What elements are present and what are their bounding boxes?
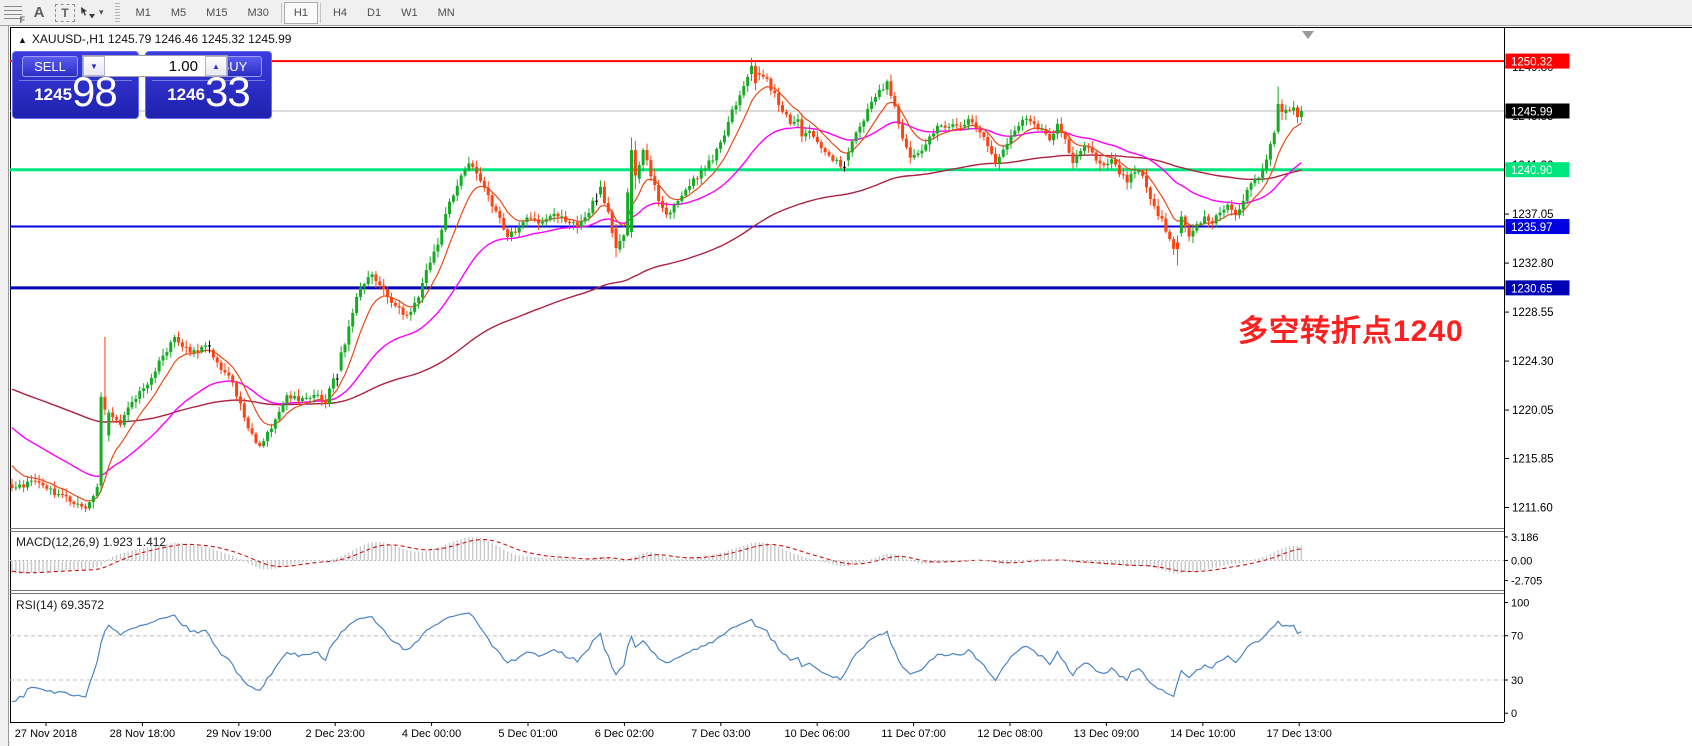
fibonacci-f-glyph: F xyxy=(19,14,26,25)
toolbar-grip[interactable] xyxy=(114,2,120,23)
price-badge xyxy=(1505,53,1570,69)
fibonacci-lines-glyph xyxy=(4,5,22,20)
chart-title: ▲ XAUUSD-,H1 1245.79 1246.46 1245.32 1245… xyxy=(18,32,291,46)
time-tick-label: 29 Nov 19:00 xyxy=(206,728,271,740)
time-tick-label: 7 Dec 03:00 xyxy=(691,728,750,740)
macd-tick-label: 3.186 xyxy=(1511,532,1539,544)
one-click-trade-panel: SELL 124598 BUY 124633 ▼ 1.00 ▲ xyxy=(12,51,272,119)
toolbar-separator xyxy=(280,2,282,23)
time-tick-label: 28 Nov 18:00 xyxy=(110,728,175,740)
price-tick-label: 1232.80 xyxy=(1512,258,1554,270)
time-tick-label: 10 Dec 06:00 xyxy=(784,728,849,740)
sell-price-small: 1245 xyxy=(34,85,73,104)
rsi-tick-label: 0 xyxy=(1511,708,1517,720)
chart-annotation-text[interactable]: 多空转折点1240 xyxy=(1238,315,1464,348)
fibonacci-retracement-icon[interactable]: F xyxy=(1,2,26,25)
left-window-strip xyxy=(0,26,9,746)
sell-panel-divider xyxy=(19,80,132,81)
price-badge xyxy=(1505,219,1570,235)
time-tick-label: 14 Dec 10:00 xyxy=(1170,728,1235,740)
buy-panel-divider xyxy=(152,80,265,81)
time-tick-label: 2 Dec 23:00 xyxy=(306,728,365,740)
timeframe-button-w1[interactable]: W1 xyxy=(401,6,418,19)
volume-input[interactable]: 1.00 xyxy=(168,57,198,75)
price-badge-label: 1240.90 xyxy=(1511,165,1553,177)
timeframe-button-m1[interactable]: M1 xyxy=(135,6,151,19)
timeframe-button-h1[interactable]: H1 xyxy=(283,1,318,24)
rsi-tick-label: 100 xyxy=(1511,598,1529,610)
dropdown-caret-icon[interactable]: ▾ xyxy=(99,7,104,17)
rsi-pane xyxy=(10,612,1504,703)
timeframe-button-d1[interactable]: D1 xyxy=(367,6,382,19)
candlestick-series xyxy=(10,57,1303,513)
macd-label: MACD(12,26,9) 1.923 1.412 xyxy=(16,535,167,549)
collapse-arrow-icon[interactable]: ▲ xyxy=(18,35,27,45)
price-badge xyxy=(1505,280,1570,296)
chart-shift-marker-icon[interactable] xyxy=(1302,31,1314,39)
buy-price-small: 1246 xyxy=(167,85,206,104)
rsi-tick-label: 70 xyxy=(1511,631,1523,643)
time-tick-label: 12 Dec 08:00 xyxy=(977,728,1042,740)
chart-title-text: XAUUSD-,H1 1245.79 1246.46 1245.32 1245.… xyxy=(31,32,292,46)
sell-button[interactable]: SELL xyxy=(22,56,78,77)
price-tick-label: 1215.85 xyxy=(1512,454,1554,466)
volume-spinner: ▼ 1.00 ▲ xyxy=(82,55,228,77)
text-box-icon[interactable]: T xyxy=(53,2,77,24)
price-badge-label: 1235.97 xyxy=(1511,222,1553,234)
text-label-icon[interactable]: A xyxy=(33,4,45,21)
toolbar: F A T ▾ M1 M5 M15 M30 H1 H4 D1 W1 MN xyxy=(0,0,1692,26)
rsi-label: RSI(14) 69.3572 xyxy=(16,598,105,612)
price-badge-label: 1230.65 xyxy=(1511,283,1553,295)
timeframe-button-m30[interactable]: M30 xyxy=(247,6,269,19)
timeframe-buttons: M1 M5 M15 M30 H1 H4 D1 W1 MN xyxy=(126,1,465,24)
volume-decrease-button[interactable]: ▼ xyxy=(83,56,105,76)
price-badge xyxy=(1505,103,1570,119)
time-tick-label: 6 Dec 02:00 xyxy=(595,728,654,740)
price-tick-label: 1220.05 xyxy=(1512,405,1554,417)
time-tick-label: 17 Dec 13:00 xyxy=(1266,728,1331,740)
rsi-tick-label: 30 xyxy=(1511,675,1523,687)
time-tick-label: 11 Dec 07:00 xyxy=(881,728,946,740)
price-badge xyxy=(1505,162,1570,178)
macd-tick-label: -2.705 xyxy=(1511,575,1542,587)
arrows-tool-icon[interactable]: ▾ xyxy=(79,2,104,24)
macd-pane xyxy=(11,537,1303,574)
moving-average-line xyxy=(11,85,1302,502)
volume-increase-button[interactable]: ▲ xyxy=(205,56,227,76)
timeframe-button-m15[interactable]: M15 xyxy=(206,6,228,19)
price-tick-label: 1224.30 xyxy=(1512,356,1554,368)
arrows-glyph xyxy=(81,6,95,18)
time-tick-label: 5 Dec 01:00 xyxy=(498,728,557,740)
timeframe-button-mn[interactable]: MN xyxy=(437,6,455,19)
chart-background xyxy=(10,26,1692,746)
price-tick-label: 1237.05 xyxy=(1512,209,1554,221)
timeframe-button-h4[interactable]: H4 xyxy=(332,6,348,19)
toolbar-separator xyxy=(319,2,321,23)
price-badge-label: 1245.99 xyxy=(1511,107,1553,119)
price-badge-label: 1250.32 xyxy=(1511,57,1553,69)
timeframe-button-m5[interactable]: M5 xyxy=(170,6,187,19)
time-tick-label: 27 Nov 2018 xyxy=(15,728,77,740)
moving-average-line xyxy=(11,121,1302,478)
macd-tick-label: 0.00 xyxy=(1511,556,1532,568)
time-tick-label: 13 Dec 09:00 xyxy=(1074,728,1139,740)
price-tick-label: 1211.60 xyxy=(1512,503,1553,515)
price-tick-label: 1228.55 xyxy=(1512,307,1554,319)
moving-average-line xyxy=(11,154,1302,423)
time-tick-label: 4 Dec 00:00 xyxy=(402,728,461,740)
